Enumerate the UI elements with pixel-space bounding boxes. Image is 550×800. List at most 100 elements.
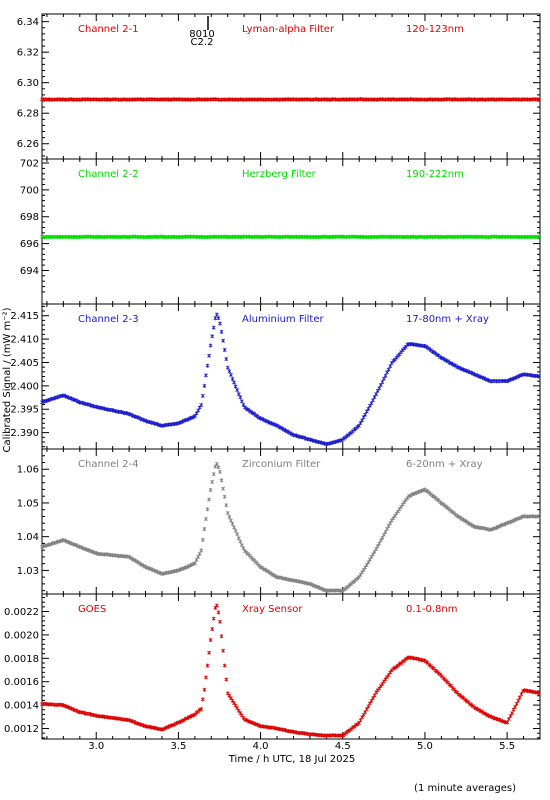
data-point xyxy=(236,536,241,541)
data-point xyxy=(214,461,219,466)
data-point xyxy=(205,363,210,368)
y-tick-label: 1.05 xyxy=(17,498,39,509)
data-point xyxy=(204,373,208,378)
y-tick-label: 6.26 xyxy=(17,139,39,150)
data-point xyxy=(222,494,227,499)
panel-label: 0.1-0.8nm xyxy=(406,604,458,615)
y-tick-label: 6.32 xyxy=(17,48,39,59)
data-point xyxy=(506,717,511,722)
y-tick-label: 6.34 xyxy=(17,17,39,28)
panel-label: Channel 2-1 xyxy=(78,24,139,35)
data-point xyxy=(389,361,394,366)
data-point xyxy=(374,690,379,695)
data-point xyxy=(197,551,202,556)
data-point xyxy=(386,367,391,372)
data-point xyxy=(222,663,227,668)
y-tick-label: 0.0012 xyxy=(4,724,39,735)
data-point xyxy=(193,561,197,566)
data-point xyxy=(224,503,229,508)
data-point xyxy=(204,516,208,521)
data-point xyxy=(357,575,361,580)
data-point xyxy=(383,373,388,378)
data-point xyxy=(200,393,205,398)
y-tick-label: 700 xyxy=(20,185,39,196)
data-point xyxy=(239,543,244,548)
data-point xyxy=(204,675,208,680)
data-point xyxy=(214,603,219,608)
data-point xyxy=(216,316,221,321)
data-point xyxy=(505,720,510,725)
data-point xyxy=(219,478,224,483)
data-series xyxy=(40,312,541,447)
data-point xyxy=(374,392,379,397)
data-point xyxy=(514,701,519,706)
data-point xyxy=(380,380,385,385)
data-series xyxy=(40,603,541,738)
y-tick-label: 694 xyxy=(20,266,39,277)
panel-label: Herzberg Filter xyxy=(242,169,317,180)
x-tick-label: 5.0 xyxy=(417,741,433,752)
data-point xyxy=(235,388,240,393)
data-point xyxy=(519,692,524,697)
y-tick-label: 0.0018 xyxy=(4,654,39,665)
data-point xyxy=(211,472,216,477)
panel-label: Xray Sensor xyxy=(242,604,303,615)
data-point xyxy=(207,497,211,502)
data-point xyxy=(360,570,364,575)
x-tick-labels: 3.0 3.5 4.0 4.5 5.0 5.5 xyxy=(88,741,515,752)
panel-label: Channel 2-3 xyxy=(78,314,139,325)
data-point xyxy=(238,539,243,544)
data-point xyxy=(388,364,393,369)
panel-frame xyxy=(41,158,541,305)
data-point xyxy=(213,316,218,321)
data-series xyxy=(40,461,541,593)
data-point xyxy=(200,537,205,542)
data-point xyxy=(199,548,204,553)
data-point xyxy=(205,663,210,668)
data-point xyxy=(363,412,368,417)
data-point xyxy=(227,514,232,519)
data-point xyxy=(238,395,243,400)
panel-label: Channel 2-4 xyxy=(78,459,139,470)
data-point xyxy=(536,691,541,696)
data-point xyxy=(383,677,388,682)
data-point xyxy=(229,372,233,377)
y-tick-label: 1.04 xyxy=(17,532,39,543)
panel-label: Aluminium Filter xyxy=(242,314,325,325)
data-point xyxy=(196,408,201,413)
data-point xyxy=(402,500,407,505)
chart-panels: 6.26 6.28 6.30 6.32 6.34 Channel 2-1 Lyman-alp… xyxy=(4,13,541,752)
data-point xyxy=(202,687,207,692)
y-tick-label: 2.415 xyxy=(10,311,39,322)
panel-label: Zirconium Filter xyxy=(242,459,321,470)
panel-label: Channel 2-2 xyxy=(78,169,139,180)
data-point xyxy=(225,365,230,370)
data-series xyxy=(40,234,541,240)
data-point xyxy=(360,418,364,423)
y-tick-label: 702 xyxy=(20,159,39,170)
panel-frame xyxy=(41,303,541,450)
data-point xyxy=(210,479,215,484)
data-point xyxy=(211,616,216,621)
data-point xyxy=(211,325,216,330)
data-point xyxy=(233,528,238,533)
data-point xyxy=(194,557,199,562)
panel-3: 2.390 2.395 2.400 2.405 2.410 2.415 Channel 2-… xyxy=(10,303,541,450)
data-point xyxy=(225,510,230,515)
x-tick-label: 3.5 xyxy=(170,741,186,752)
panel-2: 694 696 698 700 702 Channel 2-2 Herzberg Filte… xyxy=(20,158,541,305)
data-point xyxy=(377,541,382,546)
data-point xyxy=(219,634,224,639)
data-point xyxy=(517,695,522,700)
data-point xyxy=(232,380,236,385)
data-point xyxy=(202,527,207,532)
data-point xyxy=(516,698,521,703)
data-point xyxy=(513,704,517,709)
panel-label: 190-222nm xyxy=(406,169,464,180)
data-point xyxy=(235,532,240,537)
data-point xyxy=(236,391,241,396)
data-point xyxy=(238,711,243,716)
x-tick-label: 4.0 xyxy=(253,741,269,752)
data-point xyxy=(358,718,363,723)
